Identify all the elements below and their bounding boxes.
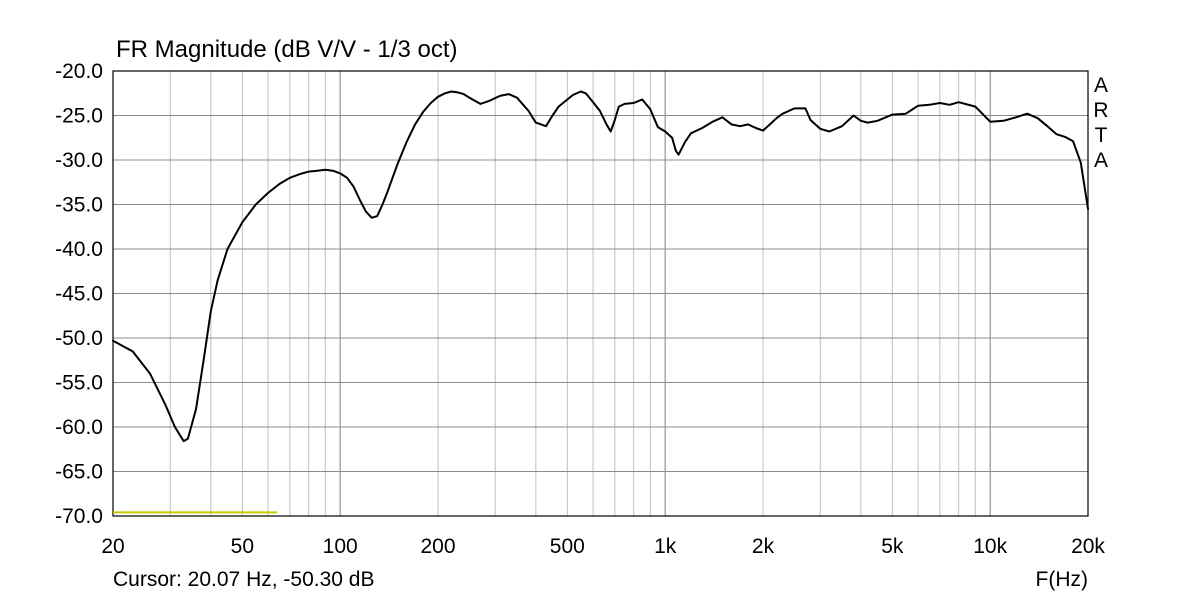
x-tick-label: 20k <box>1071 535 1105 558</box>
brand-letter-t: T <box>1095 124 1108 147</box>
grid-major <box>113 71 1088 516</box>
brand-letter-r: R <box>1093 99 1108 122</box>
y-tick-label: -40.0 <box>55 238 103 261</box>
y-tick-label: -35.0 <box>55 194 103 217</box>
x-tick-label: 50 <box>231 535 254 558</box>
brand-letter-a1: A <box>1094 74 1108 97</box>
y-tick-label: -55.0 <box>55 372 103 395</box>
y-tick-label: -70.0 <box>55 505 103 528</box>
x-tick-label: 100 <box>323 535 358 558</box>
x-axis-label: F(Hz) <box>1036 568 1088 591</box>
y-tick-label: -65.0 <box>55 461 103 484</box>
y-tick-labels: -20.0 -25.0 -30.0 -35.0 -40.0 -45.0 -50.0 -55.0… <box>55 60 103 528</box>
plot-frame <box>112 70 1089 517</box>
cursor-readout: Cursor: 20.07 Hz, -50.30 dB <box>113 568 374 591</box>
x-tick-label: 200 <box>420 535 455 558</box>
x-tick-label: 5k <box>881 535 904 558</box>
y-tick-label: -30.0 <box>55 149 103 172</box>
y-tick-label: -25.0 <box>55 105 103 128</box>
y-tick-label: -60.0 <box>55 416 103 439</box>
x-tick-labels: 20 50 100 200 500 1k 2k 5k 10k 20k <box>101 535 1105 558</box>
x-tick-label: 1k <box>654 535 677 558</box>
x-tick-label: 10k <box>973 535 1007 558</box>
chart-title: FR Magnitude (dB V/V - 1/3 oct) <box>116 36 457 63</box>
series-lines <box>112 90 1089 443</box>
x-tick-label: 20 <box>101 535 124 558</box>
x-tick-label: 500 <box>550 535 585 558</box>
y-tick-label: -45.0 <box>55 283 103 306</box>
y-tick-label: -20.0 <box>55 60 103 83</box>
y-tick-label: -50.0 <box>55 327 103 350</box>
x-tick-label: 2k <box>752 535 775 558</box>
series-line <box>112 90 1089 443</box>
brand-letter-a2: A <box>1094 149 1108 172</box>
